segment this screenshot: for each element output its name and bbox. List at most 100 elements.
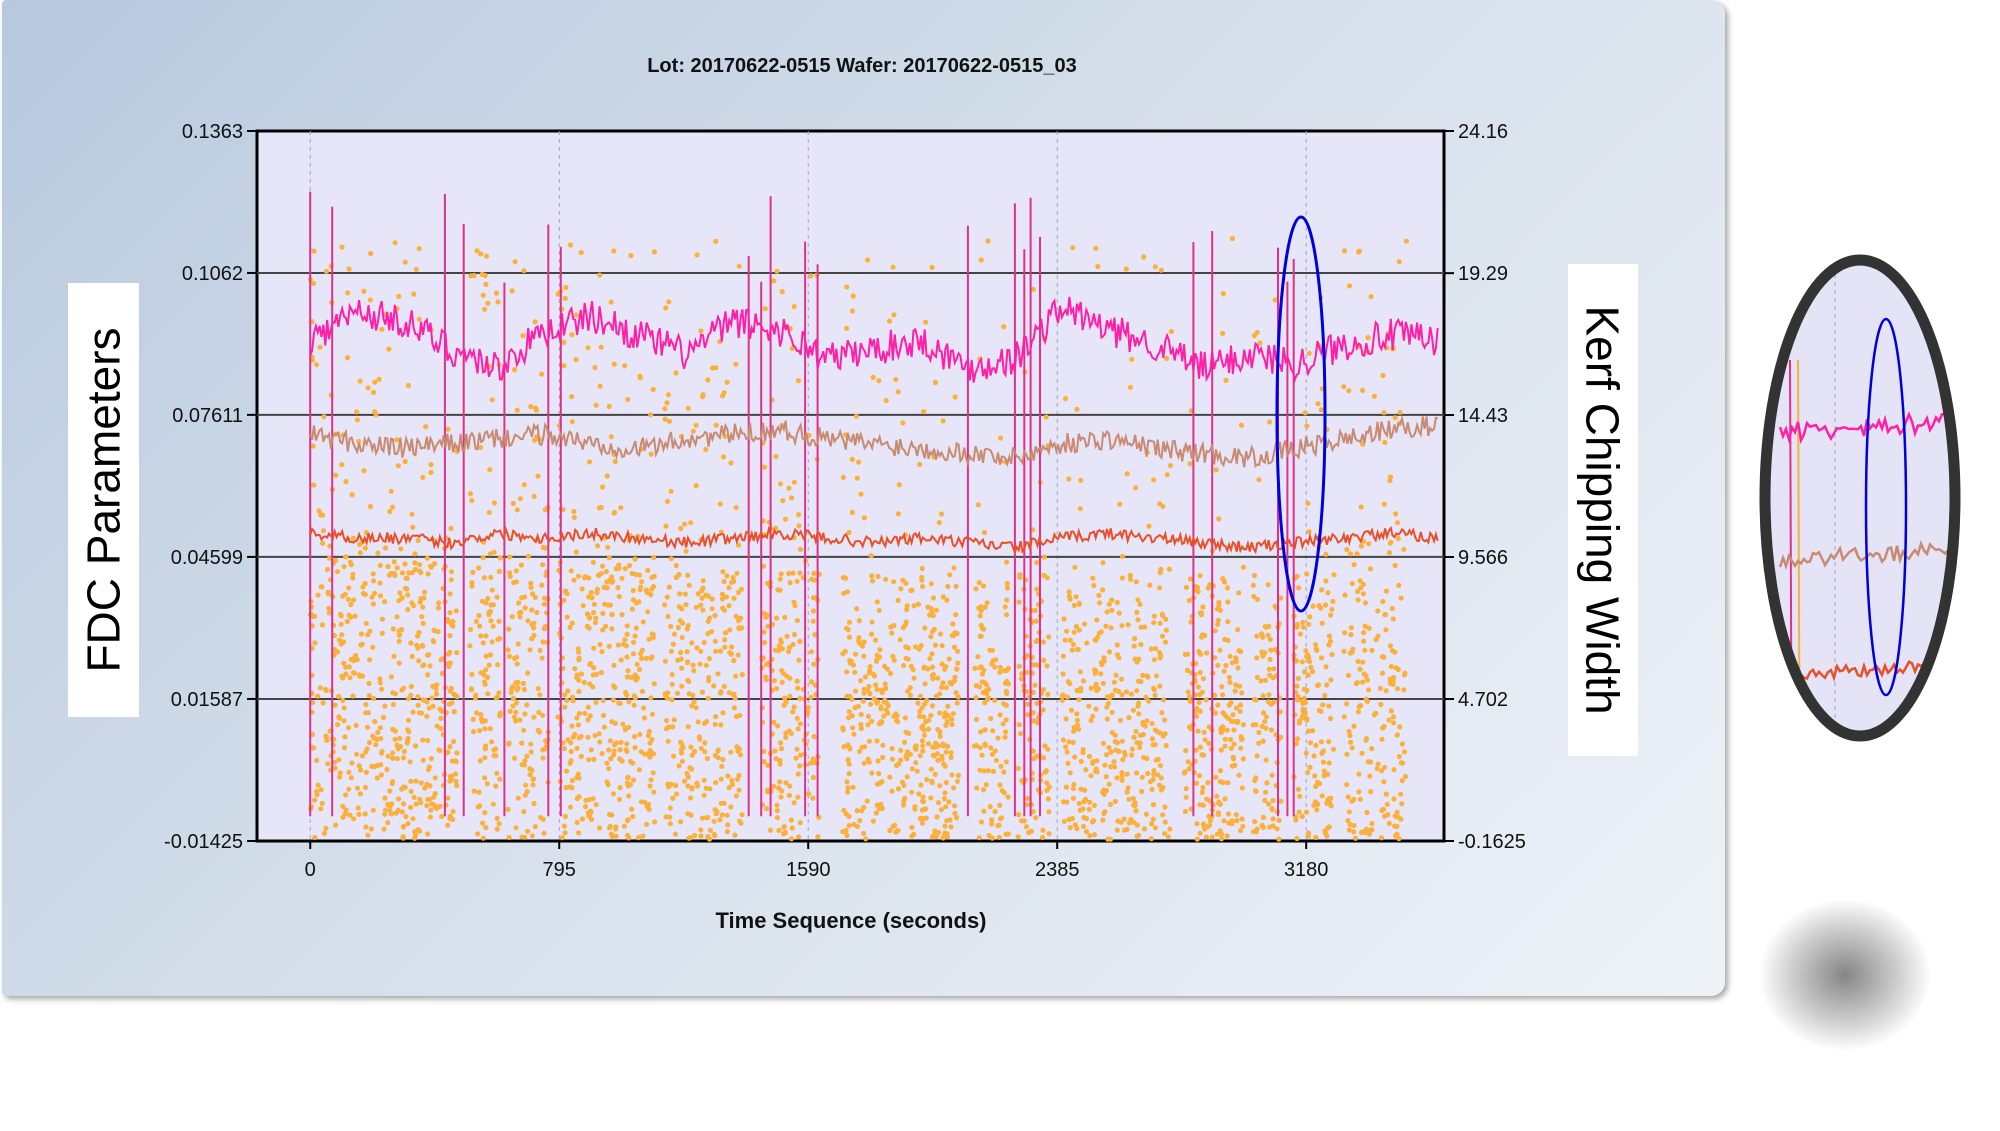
scatter-point xyxy=(585,345,591,351)
scatter-point xyxy=(665,392,672,398)
scatter-point xyxy=(896,761,902,767)
scatter-point xyxy=(854,808,860,814)
scatter-point xyxy=(919,738,926,744)
scatter-point xyxy=(412,566,419,573)
scatter-point xyxy=(564,768,570,774)
scatter-point xyxy=(1361,630,1367,636)
scatter-point xyxy=(360,673,366,679)
scatter-point xyxy=(416,246,422,252)
scatter-point xyxy=(871,671,877,678)
scatter-point xyxy=(469,671,475,677)
scatter-point xyxy=(1140,672,1146,678)
scatter-point xyxy=(506,626,512,632)
scatter-point xyxy=(1233,705,1239,711)
scatter-point xyxy=(561,823,568,829)
scatter-point xyxy=(1236,772,1242,778)
scatter-point xyxy=(1182,769,1188,775)
scatter-point xyxy=(875,699,881,705)
scatter-point xyxy=(1323,578,1329,584)
scatter-point xyxy=(1229,235,1235,242)
scatter-point xyxy=(1267,419,1273,425)
scatter-point xyxy=(888,670,894,677)
scatter-point xyxy=(481,575,487,581)
scatter-point xyxy=(1304,423,1310,429)
scatter-point xyxy=(942,823,948,829)
scatter-point xyxy=(694,645,700,651)
scatter-point xyxy=(467,643,473,649)
scatter-point xyxy=(1401,749,1408,755)
scatter-point xyxy=(391,653,397,659)
scatter-point xyxy=(1160,733,1166,739)
scatter-point xyxy=(903,729,909,735)
scatter-point xyxy=(1262,624,1268,630)
scatter-point xyxy=(882,681,888,687)
scatter-point xyxy=(861,690,867,696)
scatter-point xyxy=(482,726,488,732)
scatter-point xyxy=(947,572,953,578)
scatter-point xyxy=(901,662,907,669)
scatter-point xyxy=(812,632,818,638)
scatter-point xyxy=(1130,707,1136,713)
scatter-point xyxy=(1349,745,1355,751)
scatter-point xyxy=(564,614,570,620)
scatter-point xyxy=(450,618,456,625)
scatter-point xyxy=(1305,833,1312,839)
scatter-point xyxy=(810,774,817,781)
scatter-point xyxy=(1124,771,1130,777)
scatter-point xyxy=(1373,637,1379,643)
scatter-point xyxy=(840,474,847,480)
scatter-point xyxy=(1315,682,1322,688)
zoom-lens xyxy=(1759,254,1961,742)
scatter-point xyxy=(427,663,433,669)
scatter-point xyxy=(790,570,796,576)
scatter-point xyxy=(933,740,939,746)
scatter-point xyxy=(410,709,416,715)
y-tick-label: -0.01425 xyxy=(164,831,243,853)
scatter-point xyxy=(366,693,372,699)
scatter-point xyxy=(695,591,701,597)
scatter-point xyxy=(1313,742,1319,749)
scatter-point xyxy=(454,750,460,756)
scatter-point xyxy=(1237,683,1243,689)
scatter-point xyxy=(472,695,479,701)
scatter-point xyxy=(370,807,376,813)
scatter-point xyxy=(774,815,781,821)
scatter-point xyxy=(893,711,899,717)
y-axis-label: FDC Parameters xyxy=(77,327,130,673)
scatter-point xyxy=(724,379,730,385)
scatter-point xyxy=(625,783,631,789)
scatter-point xyxy=(844,589,851,595)
scatter-point xyxy=(364,746,370,752)
scatter-point xyxy=(735,748,741,754)
scatter-point xyxy=(528,584,534,591)
scatter-point xyxy=(494,815,500,822)
scatter-point xyxy=(1345,672,1352,679)
scatter-point xyxy=(1137,732,1144,738)
scatter-point xyxy=(319,800,325,807)
scatter-point xyxy=(624,623,630,629)
scatter-point xyxy=(1326,633,1333,639)
scatter-point xyxy=(790,709,796,715)
scatter-point xyxy=(1356,789,1362,795)
scatter-point xyxy=(1331,572,1337,578)
scatter-point xyxy=(1132,802,1138,809)
scatter-point xyxy=(540,712,546,718)
scatter-point xyxy=(1262,719,1268,725)
scatter-point xyxy=(365,385,371,391)
scatter-point xyxy=(400,835,406,841)
scatter-point xyxy=(1220,330,1226,336)
scatter-point xyxy=(1324,682,1330,688)
scatter-point xyxy=(1063,784,1069,790)
scatter-point xyxy=(575,722,582,728)
scatter-point xyxy=(1209,834,1215,840)
scatter-point xyxy=(869,718,875,725)
scatter-point xyxy=(325,761,331,767)
scatter-point xyxy=(312,797,318,803)
scatter-point xyxy=(949,716,955,722)
scatter-point xyxy=(1294,658,1300,664)
scatter-point xyxy=(591,609,597,616)
scatter-point xyxy=(1346,283,1353,289)
scatter-point xyxy=(585,734,591,740)
scatter-point xyxy=(1219,684,1225,690)
scatter-point xyxy=(362,784,369,791)
